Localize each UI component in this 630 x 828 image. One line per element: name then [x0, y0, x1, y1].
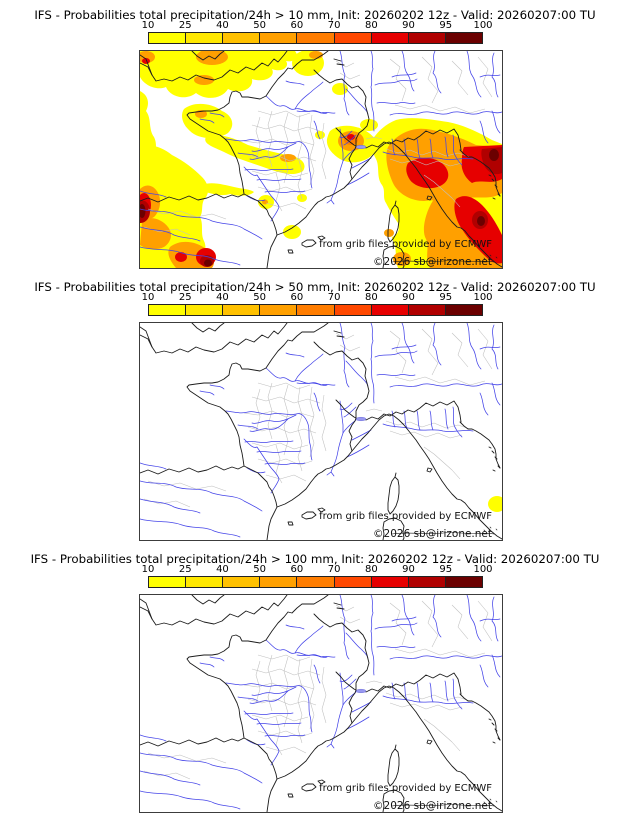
- colorbar-tick: 60: [290, 292, 304, 303]
- colorbar-gradient: [148, 32, 483, 44]
- colorbar-segment: [408, 577, 446, 587]
- colorbar-tick: 10: [141, 564, 155, 575]
- colorbar-segment: [334, 305, 372, 315]
- colorbar-tick: 80: [364, 564, 378, 575]
- colorbar-tick: 10: [141, 20, 155, 31]
- colorbar-segment: [260, 577, 298, 587]
- colorbar-tick-labels: 10 25 40 50 60 70 80 90 95 100: [142, 292, 493, 304]
- colorbar-tick-labels: 10 25 40 50 60 70 80 90 95 100: [142, 20, 493, 32]
- colorbar-tick: 95: [439, 20, 453, 31]
- colorbar-tick: 60: [290, 564, 304, 575]
- colorbar-tick: 95: [439, 564, 453, 575]
- forecast-panel-10mm: IFS - Probabilities total precipitation/…: [0, 0, 630, 272]
- colorbar-segment: [149, 305, 187, 315]
- colorbar-segment: [149, 577, 187, 587]
- map-background: [140, 595, 502, 812]
- map-frame: from grib files provided by ECMWF ©2026 …: [139, 594, 503, 813]
- colorbar-tick: 50: [253, 292, 267, 303]
- colorbar-segment: [260, 33, 298, 43]
- panel-title: IFS - Probabilities total precipitation/…: [34, 8, 596, 22]
- colorbar-tick: 40: [216, 564, 229, 575]
- colorbar-tick: 50: [253, 20, 267, 31]
- colorbar-tick: 100: [473, 20, 493, 31]
- colorbar-gradient: [148, 576, 483, 588]
- colorbar-tick: 25: [178, 20, 192, 31]
- colorbar-segment: [297, 305, 335, 315]
- colorbar-tick: 60: [290, 20, 304, 31]
- colorbar-gradient: [148, 304, 483, 316]
- colorbar-tick: 50: [253, 564, 267, 575]
- colorbar-segment: [297, 577, 335, 587]
- colorbar-segment: [186, 305, 224, 315]
- probability-colorbar: 10 25 40 50 60 70 80 90 95 100: [142, 292, 493, 318]
- probability-colorbar: 10 25 40 50 60 70 80 90 95 100: [142, 20, 493, 46]
- colorbar-tick: 40: [216, 20, 229, 31]
- colorbar-segment: [408, 305, 446, 315]
- colorbar-tick: 100: [473, 292, 493, 303]
- colorbar-segment: [408, 33, 446, 43]
- colorbar-tick: 25: [178, 292, 192, 303]
- forecast-panel-100mm: IFS - Probabilities total precipitation/…: [0, 544, 630, 828]
- attribution-ecmwf: from grib files provided by ECMWF: [319, 511, 492, 522]
- colorbar-tick: 90: [402, 564, 415, 575]
- colorbar-tick: 10: [141, 292, 155, 303]
- colorbar-segment: [149, 33, 187, 43]
- colorbar-segment: [445, 305, 482, 315]
- colorbar-tick: 80: [364, 20, 378, 31]
- colorbar-segment: [223, 33, 261, 43]
- colorbar-segment: [186, 577, 224, 587]
- precip-probability-spot: [488, 496, 502, 512]
- colorbar-tick: 90: [402, 20, 415, 31]
- attribution-copyright: ©2026 sb@irizone.net: [373, 256, 492, 268]
- colorbar-segment: [445, 33, 482, 43]
- attribution-ecmwf: from grib files provided by ECMWF: [319, 783, 492, 794]
- attribution-ecmwf: from grib files provided by ECMWF: [319, 239, 492, 250]
- colorbar-tick: 70: [327, 20, 341, 31]
- map-frame: from grib files provided by ECMWF ©2026 …: [139, 322, 503, 541]
- attribution-copyright: ©2026 sb@irizone.net: [373, 800, 492, 812]
- colorbar-segment: [334, 33, 372, 43]
- map-image-50mm: from grib files provided by ECMWF ©2026 …: [140, 323, 502, 540]
- colorbar-segment: [260, 305, 298, 315]
- colorbar-segment: [223, 577, 261, 587]
- map-image-10mm: from grib files provided by ECMWF ©2026 …: [140, 51, 502, 268]
- map-frame: from grib files provided by ECMWF ©2026 …: [139, 50, 503, 269]
- colorbar-segment: [334, 577, 372, 587]
- colorbar-segment: [445, 577, 482, 587]
- panel-title: IFS - Probabilities total precipitation/…: [34, 280, 596, 294]
- colorbar-tick: 80: [364, 292, 378, 303]
- colorbar-tick: 70: [327, 292, 341, 303]
- probability-colorbar: 10 25 40 50 60 70 80 90 95 100: [142, 564, 493, 590]
- colorbar-tick: 90: [402, 292, 415, 303]
- colorbar-segment: [371, 305, 409, 315]
- attribution-copyright: ©2026 sb@irizone.net: [373, 528, 492, 540]
- colorbar-tick-labels: 10 25 40 50 60 70 80 90 95 100: [142, 564, 493, 576]
- forecast-panel-50mm: IFS - Probabilities total precipitation/…: [0, 272, 630, 544]
- colorbar-tick: 95: [439, 292, 453, 303]
- colorbar-segment: [186, 33, 224, 43]
- colorbar-segment: [297, 33, 335, 43]
- colorbar-tick: 40: [216, 292, 229, 303]
- colorbar-segment: [223, 305, 261, 315]
- colorbar-segment: [371, 577, 409, 587]
- map-background: [140, 323, 502, 540]
- panel-title: IFS - Probabilities total precipitation/…: [30, 552, 600, 566]
- colorbar-tick: 70: [327, 564, 341, 575]
- colorbar-tick: 100: [473, 564, 493, 575]
- colorbar-segment: [371, 33, 409, 43]
- colorbar-tick: 25: [178, 564, 192, 575]
- map-image-100mm: from grib files provided by ECMWF ©2026 …: [140, 595, 502, 812]
